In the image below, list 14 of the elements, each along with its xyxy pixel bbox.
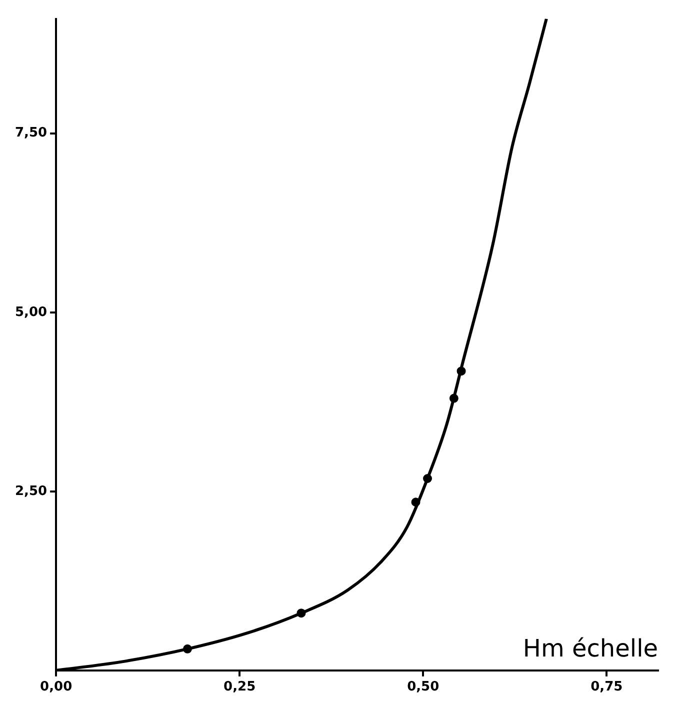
x-tick-label: 0,75 bbox=[590, 680, 623, 695]
point bbox=[296, 608, 306, 618]
point bbox=[182, 644, 192, 654]
x-tick-label: 0,00 bbox=[40, 680, 72, 695]
point bbox=[456, 366, 466, 376]
point bbox=[411, 498, 420, 507]
x-tick-label: 0,50 bbox=[407, 680, 440, 695]
x-axis-title: Hm échelle bbox=[522, 634, 658, 663]
y-tick-label: 2,50 bbox=[14, 484, 48, 499]
point bbox=[423, 474, 432, 483]
x-tick-label: 0,25 bbox=[224, 680, 256, 695]
y-tick-label: 5,00 bbox=[14, 304, 48, 320]
y-tick-label: 7,50 bbox=[14, 126, 48, 141]
point bbox=[449, 394, 458, 403]
